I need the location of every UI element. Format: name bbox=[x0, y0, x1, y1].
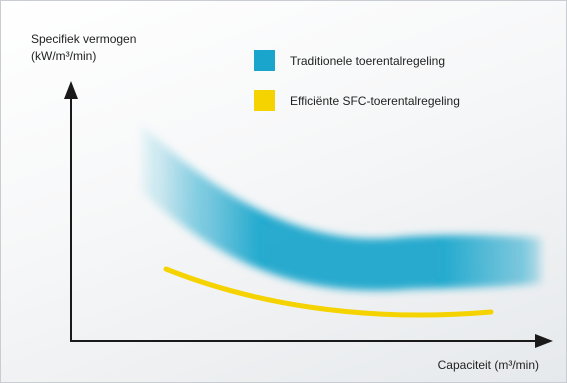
y-axis-arrow bbox=[64, 81, 78, 99]
series-band-traditional bbox=[141, 124, 541, 291]
legend-label-traditional: Traditionele toerentalregeling bbox=[290, 54, 445, 68]
legend-swatch-sfc bbox=[254, 90, 275, 111]
y-axis-label-line1: Specifiek vermogen bbox=[31, 32, 136, 46]
legend: Traditionele toerentalregeling Efficiënt… bbox=[254, 50, 460, 111]
legend-swatch-traditional bbox=[254, 50, 275, 71]
x-axis-arrow bbox=[535, 334, 553, 348]
legend-label-sfc: Efficiënte SFC-toerentalregeling bbox=[290, 94, 460, 108]
series-line-sfc bbox=[163, 266, 494, 318]
x-axis-label: Capaciteit (m³/min) bbox=[438, 358, 539, 372]
y-axis-label-line2: (kW/m³/min) bbox=[31, 49, 96, 63]
